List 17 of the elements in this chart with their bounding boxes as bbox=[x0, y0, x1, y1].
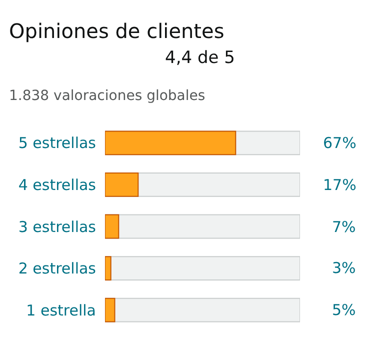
y-tick-label: 3 estrellas bbox=[18, 218, 96, 236]
y-tick-label: 1 estrella bbox=[26, 301, 96, 320]
text: 1.838 valoraciones globales bbox=[9, 88, 206, 104]
data-label: 67% bbox=[323, 134, 356, 152]
data-label: 7% bbox=[332, 218, 356, 236]
bar bbox=[105, 298, 116, 322]
y-tick-label: 5 estrellas bbox=[18, 134, 96, 152]
bar bbox=[105, 172, 139, 197]
bar bbox=[105, 214, 120, 239]
data-label: 3% bbox=[332, 259, 356, 277]
data-label: 5% bbox=[332, 301, 356, 319]
chart-subtitle: 4,4 de 5 bbox=[165, 48, 235, 68]
y-tick-label: 4 estrellas bbox=[18, 176, 96, 194]
bar bbox=[105, 256, 112, 280]
chart-title: Opiniones de clientes bbox=[9, 19, 224, 43]
y-tick-label: 2 estrellas bbox=[18, 260, 96, 278]
data-label: 17% bbox=[323, 176, 356, 194]
